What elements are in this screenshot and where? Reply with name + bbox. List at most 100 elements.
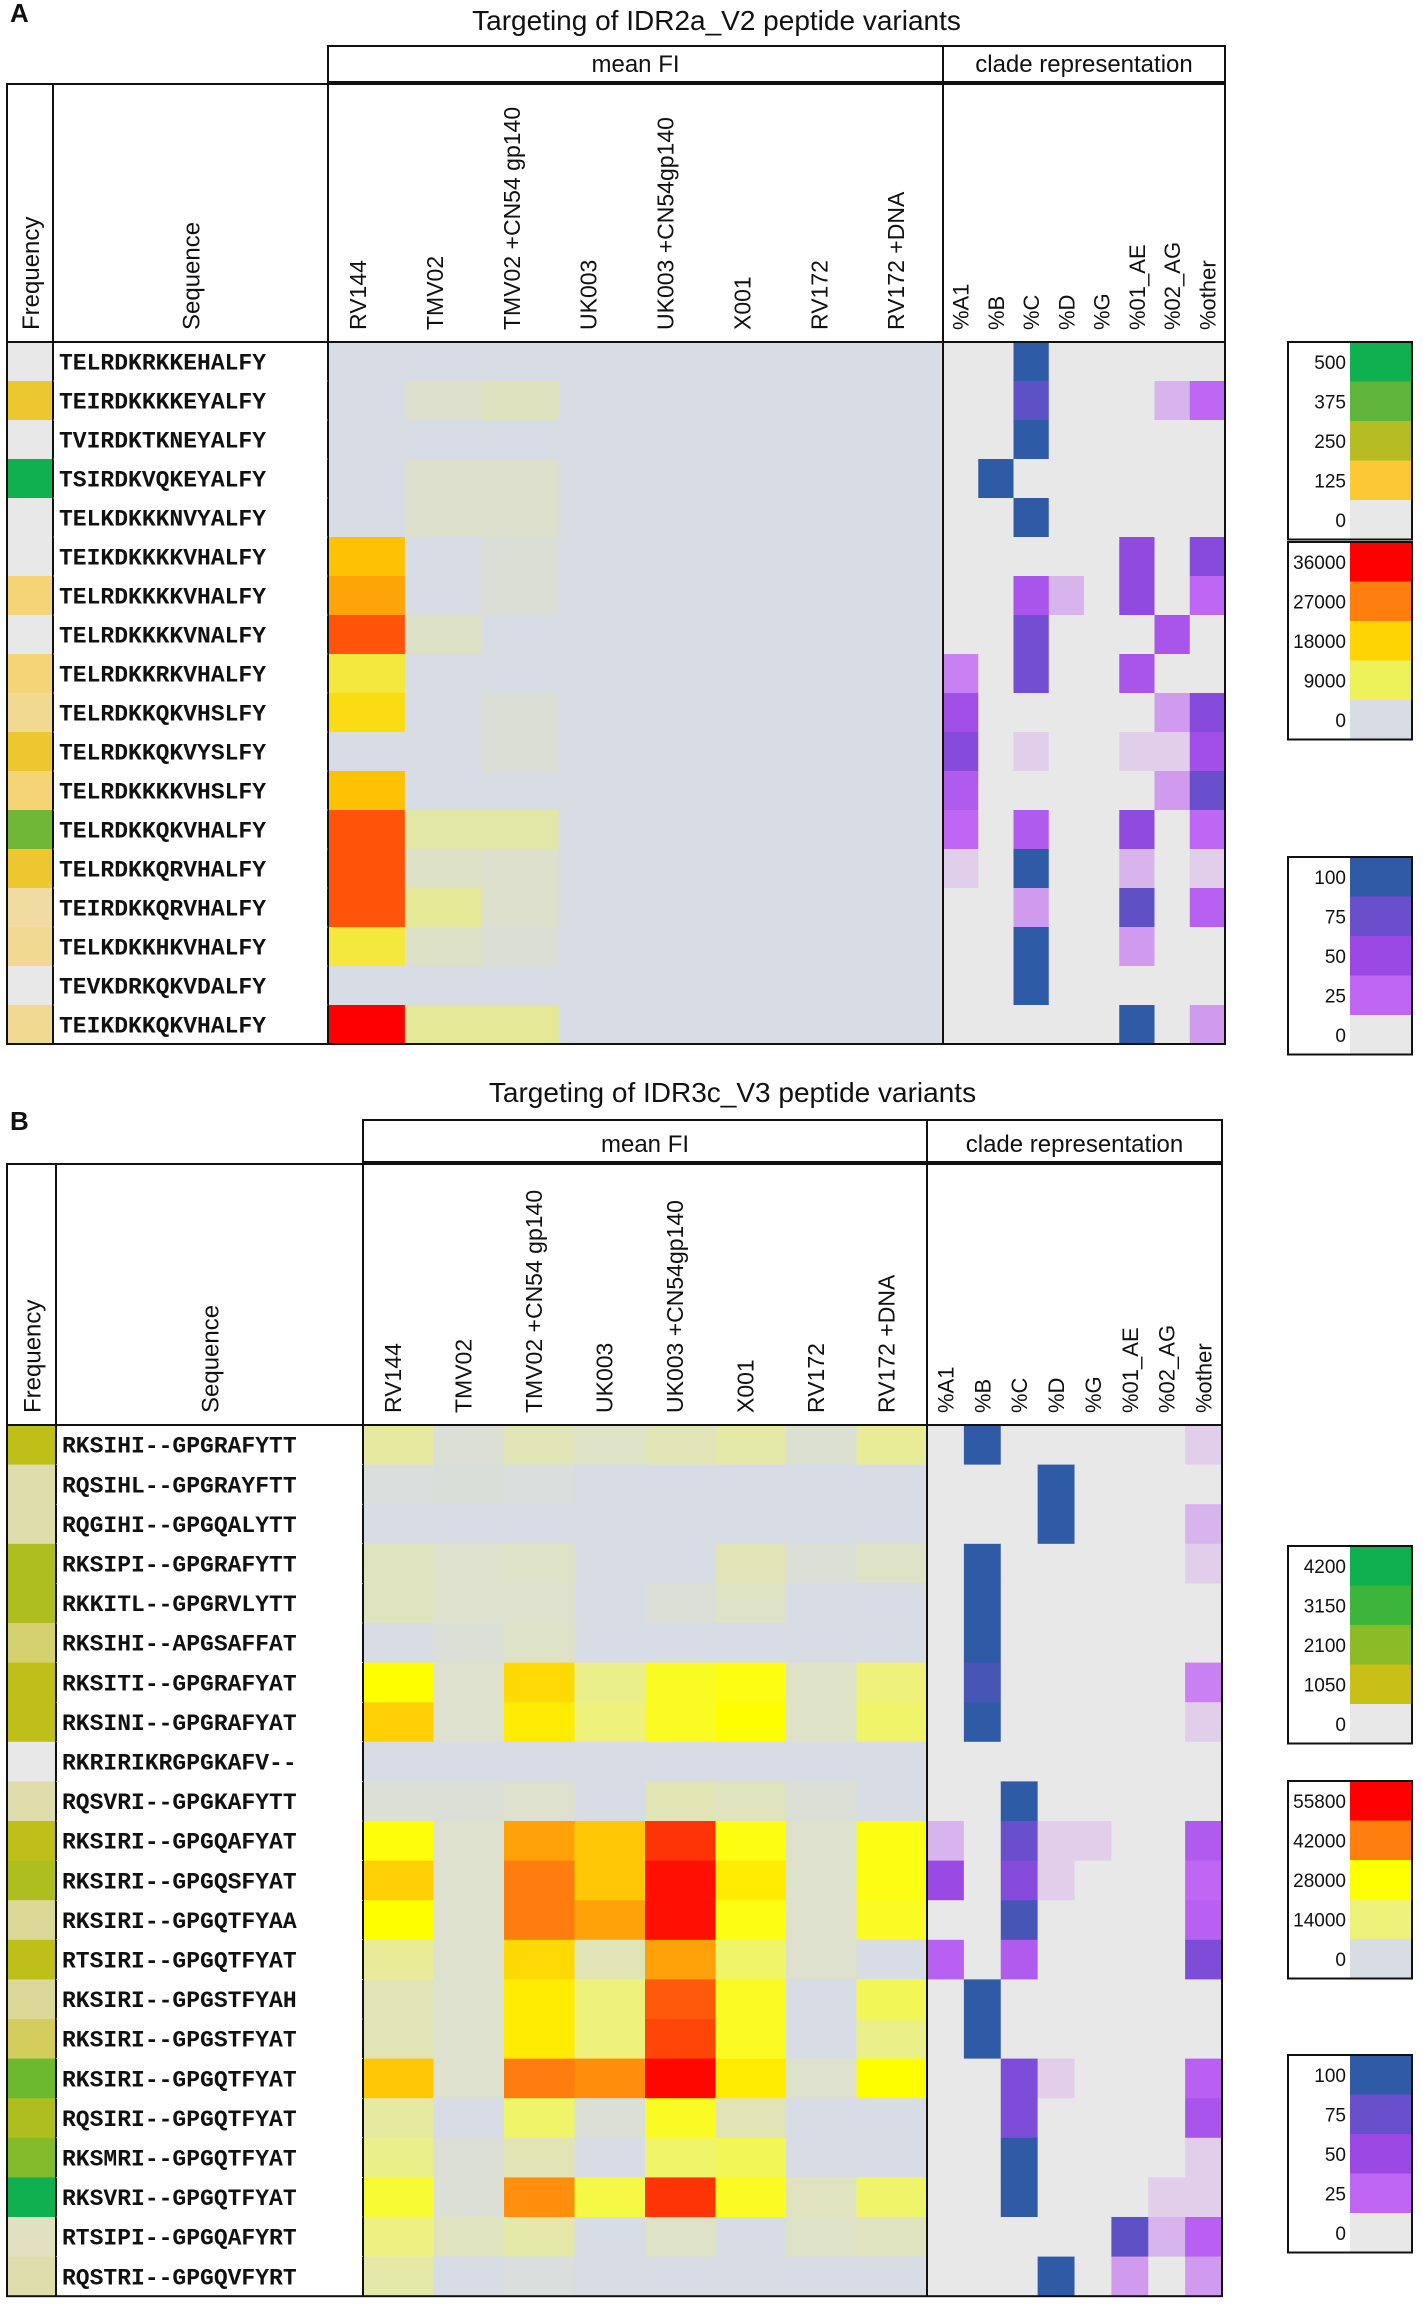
legend-swatch [1350, 342, 1412, 382]
legend-frame [1287, 541, 1413, 741]
frequency-cell [7, 1741, 56, 1782]
mean-fi-group-label: mean FI [591, 51, 679, 78]
fi-cell [504, 2217, 575, 2258]
fi-cell [645, 1741, 716, 1782]
fi-cell [481, 498, 560, 538]
fi-cell [504, 1741, 575, 1782]
fi-cell [645, 1623, 716, 1664]
fi-cell [645, 1425, 716, 1466]
fi-cell [645, 2217, 716, 2258]
clade-cell [1000, 2137, 1039, 2178]
legend-tick: 500 [1314, 353, 1346, 374]
clade-cell [1084, 771, 1120, 811]
clade-cell [1000, 1781, 1039, 1822]
clade-cell [978, 459, 1014, 499]
fi-cell [866, 810, 944, 850]
clade-cell [1119, 693, 1155, 733]
clade-cell [963, 2177, 1002, 2218]
fi-cell [635, 810, 713, 850]
fi-column-header: UK003 +CN54gp140 [653, 117, 679, 330]
sequence-label: TELKDKKKNVYALFY [59, 506, 266, 532]
fi-cell [856, 2217, 928, 2258]
legend-swatch [1350, 2173, 1412, 2213]
clade-cell [1048, 342, 1085, 382]
clade-cell [927, 1623, 965, 1664]
fi-cell [504, 1860, 575, 1901]
fi-cell [645, 1821, 716, 1862]
frequency-cell [7, 1939, 56, 1980]
clade-cell [1148, 1702, 1186, 1743]
clade-cell [927, 1662, 965, 1703]
clade-cell [1148, 2137, 1186, 2178]
fi-column-header: RV144 [380, 1343, 406, 1413]
fi-cell [635, 966, 713, 1006]
clade-cell [1013, 849, 1050, 889]
clade-cell [1119, 927, 1155, 967]
legend-frame [1287, 341, 1413, 541]
fi-cell [715, 1702, 787, 1743]
sequence-label: RQSTRI--GPGQVFYRT [62, 2265, 297, 2291]
frequency-cell [7, 927, 53, 967]
clade-cell [1119, 615, 1155, 655]
fi-cell [404, 771, 483, 811]
clade-cell [1154, 576, 1191, 616]
frequency-cell [7, 1425, 56, 1466]
fi-cell [363, 1821, 434, 1862]
clade-cell [1154, 537, 1191, 577]
clade-cell [1084, 654, 1120, 694]
sequence-label: RKSITI--GPGRAFYAT [62, 1671, 297, 1697]
clade-cell [1074, 1860, 1112, 1901]
fi-cell [715, 1464, 787, 1505]
legend-swatch [1350, 700, 1412, 740]
legend-swatch [1350, 1704, 1412, 1744]
clade-cell [1119, 888, 1155, 928]
clade-cell [927, 1781, 965, 1822]
clade-cell [1189, 420, 1226, 460]
legend-tick: 27000 [1293, 592, 1346, 613]
legend-swatch [1350, 500, 1412, 540]
fi-cell [363, 1860, 434, 1901]
fi-cell [558, 654, 636, 694]
clade-column-header: %other [1192, 1343, 1217, 1413]
fi-cell [712, 771, 790, 811]
clade-cell [1013, 498, 1050, 538]
clade-cell [1148, 2058, 1186, 2099]
fi-cell [789, 342, 867, 382]
sequence-label: TEIRDKKQRVHALFY [59, 896, 266, 922]
clade-cell [1000, 1900, 1039, 1941]
frequency-cell [7, 576, 53, 616]
clade-cell [1154, 420, 1191, 460]
fi-cell [786, 1741, 857, 1782]
clade-cell [1154, 966, 1191, 1006]
sequence-label: RQSIRI--GPGQTFYAT [62, 2107, 297, 2133]
fi-cell [789, 693, 867, 733]
fi-cell [786, 2098, 857, 2139]
fi-cell [715, 2177, 787, 2218]
clade-column-header: %01_AE [1125, 244, 1150, 330]
clade-cell [943, 966, 979, 1006]
clade-cell [978, 810, 1014, 850]
clade-cell [943, 576, 979, 616]
fi-cell [433, 2019, 505, 2060]
clade-cell [1154, 654, 1191, 694]
clade-cell [1084, 576, 1120, 616]
fi-cell [558, 420, 636, 460]
clade-cell [943, 654, 979, 694]
fi-cell [404, 1005, 483, 1045]
fi-cell [645, 1583, 716, 1624]
clade-cell [1000, 1504, 1039, 1545]
fi-cell [363, 2256, 434, 2297]
fi-cell [856, 1425, 928, 1466]
legend-swatch [1350, 581, 1412, 621]
fi-cell [715, 2217, 787, 2258]
clade-cell [978, 537, 1014, 577]
clade-cell [1111, 1979, 1149, 2020]
clade-cell [1111, 1900, 1149, 1941]
fi-cell [786, 1821, 857, 1862]
fi-cell [712, 615, 790, 655]
clade-cell [1111, 1821, 1149, 1862]
fi-cell [558, 888, 636, 928]
fi-cell [856, 1662, 928, 1703]
clade-cell [1148, 1504, 1186, 1545]
clade-cell [1154, 810, 1191, 850]
